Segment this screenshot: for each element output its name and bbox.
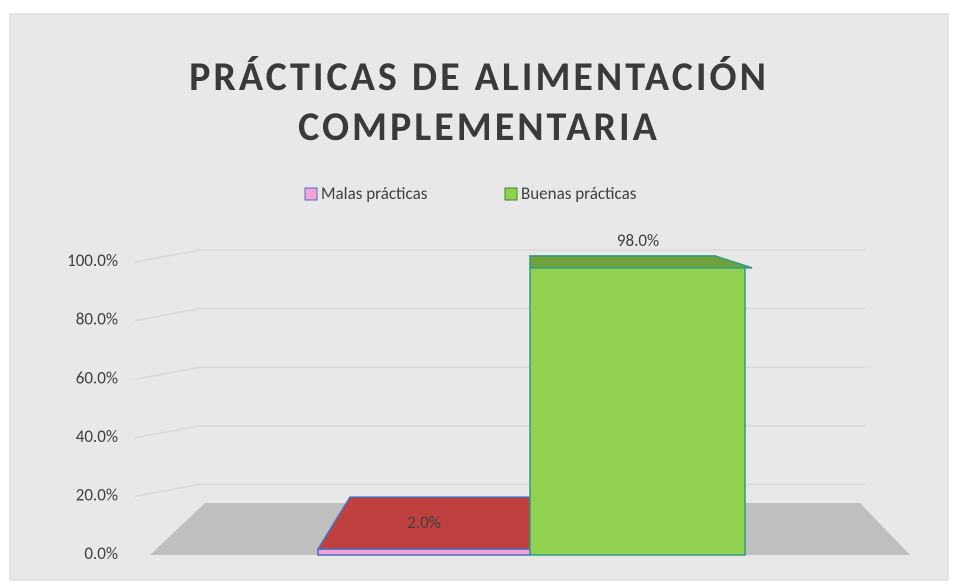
- legend-label: Buenas prácticas: [521, 183, 637, 204]
- legend-label: Malas prácticas: [321, 183, 428, 204]
- y-tick-label: 60.0%: [76, 367, 118, 388]
- legend-swatch: [504, 187, 518, 201]
- data-label: 98.0%: [617, 230, 659, 251]
- y-tick-label: 20.0%: [76, 484, 118, 505]
- data-label: 2.0%: [407, 512, 441, 533]
- y-tick-label: 0.0%: [84, 543, 118, 564]
- chart-title: PRÁCTICAS DE ALIMENTACIÓN COMPLEMENTARIA: [189, 52, 769, 151]
- bar-top: [529, 255, 753, 269]
- y-tick-label: 40.0%: [76, 426, 118, 447]
- bar: [317, 548, 531, 556]
- legend-swatch: [304, 187, 318, 201]
- y-tick-label: 100.0%: [67, 250, 118, 271]
- grid-line: [134, 249, 865, 263]
- y-tick-label: 80.0%: [76, 309, 118, 330]
- bar: [529, 267, 746, 556]
- chart-area: [9, 13, 949, 581]
